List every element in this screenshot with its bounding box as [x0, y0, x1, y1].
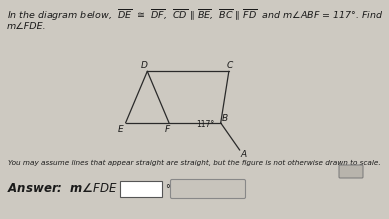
- Text: D: D: [141, 61, 148, 70]
- FancyBboxPatch shape: [120, 181, 162, 197]
- FancyBboxPatch shape: [339, 165, 363, 178]
- Text: °: °: [165, 184, 170, 194]
- Text: You may assume lines that appear straight are straight, but the figure is not ot: You may assume lines that appear straigh…: [8, 160, 380, 166]
- Text: F: F: [165, 125, 170, 134]
- Text: C: C: [227, 61, 233, 70]
- FancyBboxPatch shape: [170, 180, 245, 198]
- Text: Submit Answer: Submit Answer: [179, 184, 237, 194]
- Text: A: A: [241, 150, 247, 159]
- Text: m∠FDE.: m∠FDE.: [7, 22, 47, 31]
- Text: In the diagram below,  $\overline{DE}$  ≅  $\overline{DF}$,  $\overline{CD}$ ∥ $: In the diagram below, $\overline{DE}$ ≅ …: [7, 8, 384, 23]
- Text: 117°: 117°: [196, 120, 215, 129]
- Text: B: B: [222, 114, 228, 123]
- Text: Answer:  m∠$FDE$ =: Answer: m∠$FDE$ =: [7, 182, 130, 194]
- Text: E: E: [118, 125, 124, 134]
